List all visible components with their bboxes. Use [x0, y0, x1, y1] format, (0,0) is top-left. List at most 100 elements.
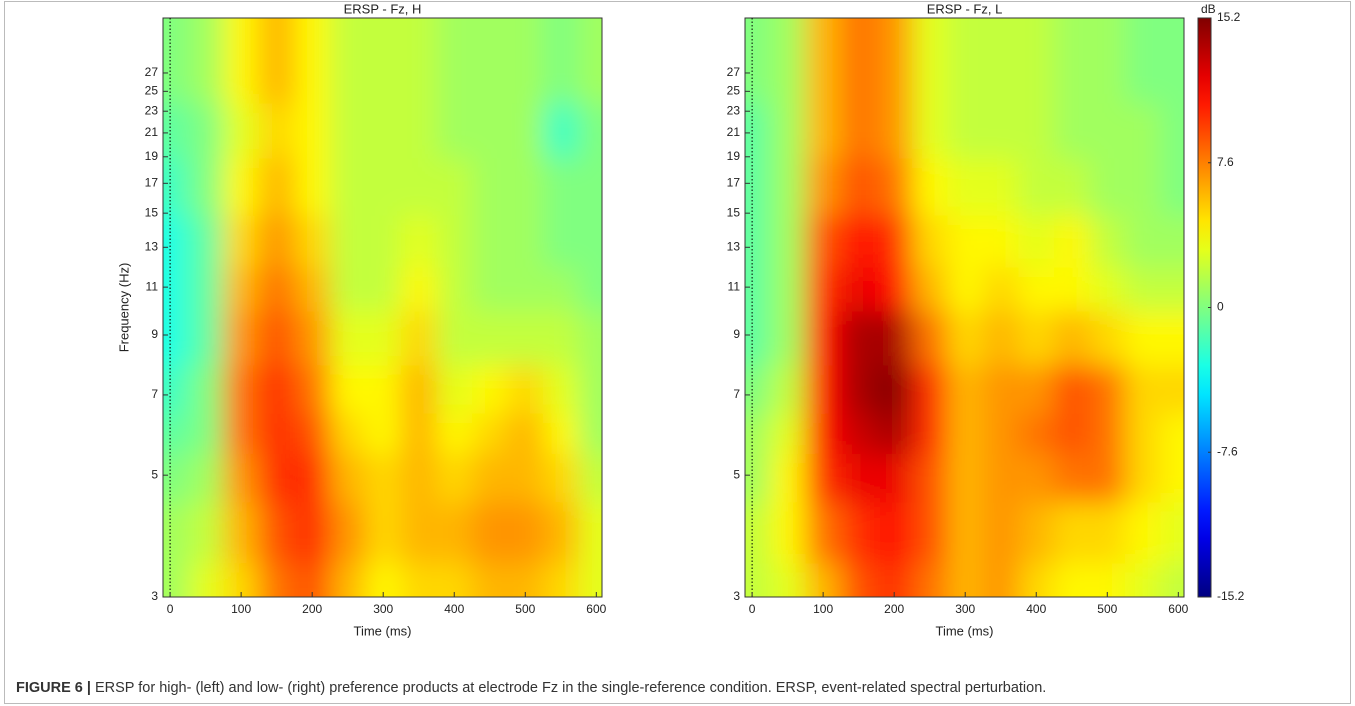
heatmap-cell — [578, 413, 602, 454]
heatmap-cell — [876, 267, 913, 312]
heatmap-cell — [1160, 311, 1184, 366]
heatmap-cell — [1160, 364, 1184, 414]
heatmap-cell — [294, 158, 331, 216]
caption-text: ERSP for high- (left) and low- (right) p… — [91, 680, 1046, 696]
heatmap-cell — [223, 413, 260, 454]
heatmap-cell — [365, 102, 402, 159]
heatmap-cell — [745, 562, 771, 597]
heatmap-cell — [1089, 364, 1126, 414]
y-tick-label: 15 — [145, 205, 159, 219]
heatmap-cell — [400, 158, 437, 216]
y-tick-label: 23 — [727, 103, 741, 117]
heatmap-cell — [947, 311, 984, 366]
heatmap-cell — [911, 215, 948, 268]
heatmap-cell — [472, 215, 509, 268]
heatmap-cell — [1054, 311, 1091, 366]
heatmap-cell — [745, 501, 771, 564]
colorbar-tick-label: -7.6 — [1217, 444, 1238, 458]
heatmap-cell — [876, 158, 913, 216]
heatmap-cell — [805, 267, 842, 312]
heatmap-cell — [982, 562, 1019, 597]
heatmap-cell — [472, 413, 509, 454]
y-tick-label: 21 — [727, 125, 741, 139]
x-tick-label: 500 — [515, 602, 535, 616]
heatmap-cell — [1054, 364, 1091, 414]
heatmap-cell — [1054, 18, 1091, 104]
heatmap-cell — [294, 364, 331, 414]
heatmap-cell — [840, 453, 877, 503]
heatmap-cell — [187, 364, 224, 414]
heatmap-cell — [947, 501, 984, 564]
heatmap-cell — [543, 453, 580, 503]
y-tick-label: 15 — [727, 205, 741, 219]
y-tick-label: 11 — [728, 279, 741, 293]
heatmap-cell — [840, 364, 877, 414]
heatmap-cell — [911, 453, 948, 503]
heatmap-cell — [1125, 562, 1162, 597]
heatmap-cell — [840, 562, 877, 597]
heatmap-cell — [294, 102, 331, 159]
heatmap-cell — [223, 215, 260, 268]
y-tick-label: 25 — [727, 84, 741, 98]
heatmap-cell — [1160, 215, 1184, 268]
heatmap-cell — [223, 311, 260, 366]
heatmap-cell — [745, 364, 771, 414]
heatmap-cell — [400, 267, 437, 312]
heatmap-cell — [578, 311, 602, 366]
heatmap-cell — [187, 18, 224, 104]
heatmap-cell — [1089, 453, 1126, 503]
heatmap-cell — [769, 562, 806, 597]
heatmap-cell — [1018, 453, 1055, 503]
heatmap-cell — [1125, 215, 1162, 268]
heatmap-cell — [1160, 267, 1184, 312]
heatmap-cell — [982, 102, 1019, 159]
heatmap-cell — [947, 413, 984, 454]
heatmap-cell — [163, 413, 189, 454]
heatmap-cell — [258, 364, 295, 414]
y-tick-label: 17 — [145, 175, 159, 189]
x-tick-label: 600 — [586, 602, 606, 616]
heatmap-cell — [876, 501, 913, 564]
heatmap-cell — [1160, 102, 1184, 159]
heatmap-cell — [507, 267, 544, 312]
heatmap-cell — [223, 453, 260, 503]
x-tick-label: 300 — [373, 602, 393, 616]
heatmap — [163, 18, 602, 597]
heatmap-cell — [911, 267, 948, 312]
heatmap-cell — [1018, 364, 1055, 414]
heatmap-cell — [947, 158, 984, 216]
heatmap-cell — [507, 311, 544, 366]
heatmap-cell — [805, 158, 842, 216]
y-tick-label: 13 — [145, 239, 159, 253]
heatmap-cell — [163, 311, 189, 366]
heatmap-cell — [769, 453, 806, 503]
heatmap-cell — [578, 364, 602, 414]
heatmap — [745, 18, 1184, 597]
heatmap-cell — [1018, 501, 1055, 564]
heatmap-cell — [805, 311, 842, 366]
heatmap-cell — [911, 158, 948, 216]
heatmap-cell — [436, 501, 473, 564]
heatmap-cell — [223, 158, 260, 216]
heatmap-cell — [1018, 311, 1055, 366]
heatmap-cell — [294, 215, 331, 268]
heatmap-cell — [1018, 158, 1055, 216]
heatmap-cell — [769, 311, 806, 366]
heatmap-cell — [472, 311, 509, 366]
heatmap-cell — [436, 562, 473, 597]
heatmap-cell — [1125, 311, 1162, 366]
y-tick-label: 19 — [145, 149, 159, 163]
heatmap-cell — [911, 501, 948, 564]
x-tick-label: 100 — [813, 602, 833, 616]
heatmap-cell — [543, 501, 580, 564]
heatmap-cell — [400, 311, 437, 366]
y-tick-label: 9 — [733, 327, 740, 341]
heatmap-cell — [400, 501, 437, 564]
heatmap-cell — [769, 158, 806, 216]
plot-frame — [162, 17, 603, 598]
heatmap-cell — [947, 215, 984, 268]
heatmap-cell — [163, 158, 189, 216]
heatmap-cell — [1160, 501, 1184, 564]
x-axis-label: Time (ms) — [353, 623, 411, 638]
heatmap-cell — [400, 18, 437, 104]
